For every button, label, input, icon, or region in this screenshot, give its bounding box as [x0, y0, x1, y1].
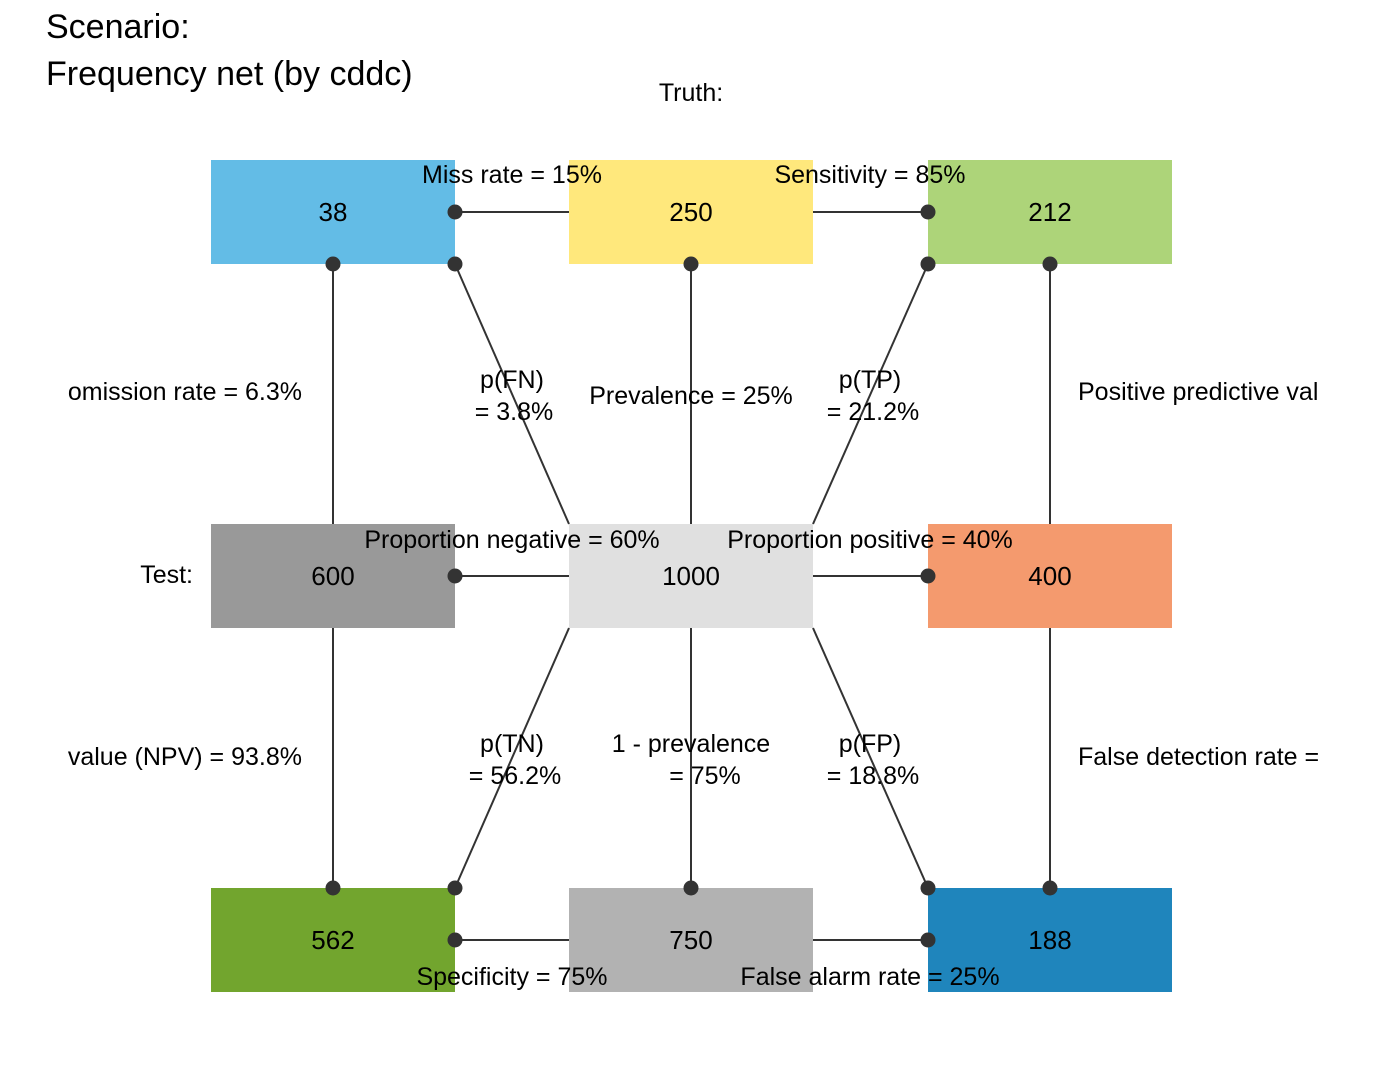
test-header: Test:	[140, 561, 193, 589]
dot	[447, 204, 463, 220]
label-sensitivity: Sensitivity = 85%	[774, 161, 965, 189]
value-condition-false: 750	[669, 925, 712, 955]
value-total: 1000	[662, 561, 720, 591]
label-p-fn-line1: p(FN)	[480, 366, 544, 394]
endpoint-dots	[325, 204, 1058, 948]
label-ppv: Positive predictive val	[1078, 378, 1318, 406]
dot	[683, 880, 699, 896]
box-total	[569, 524, 813, 628]
value-decision-negative: 600	[311, 561, 354, 591]
label-p-fp-line1: p(FP)	[839, 730, 902, 758]
dot	[683, 256, 699, 272]
dot	[325, 256, 341, 272]
box-condition-true	[569, 160, 813, 264]
dot	[920, 932, 936, 948]
connector-lines	[332, 211, 1051, 941]
label-one-minus-prevalence-line2: = 75%	[669, 762, 741, 790]
box-condition-false	[569, 888, 813, 992]
box-fp	[928, 888, 1172, 992]
dot	[1042, 880, 1058, 896]
label-proportion-positive: Proportion positive = 40%	[727, 526, 1013, 554]
label-proportion-negative: Proportion negative = 60%	[364, 526, 659, 554]
title-line-2: Frequency net (by cddc)	[46, 55, 413, 93]
label-p-fn-line2: = 3.8%	[475, 398, 554, 426]
edge-total-fn	[454, 263, 570, 525]
label-omission-rate: omission rate = 6.3%	[68, 378, 302, 406]
dot	[447, 256, 463, 272]
value-tn: 562	[311, 925, 354, 955]
dot	[1042, 256, 1058, 272]
box-tp	[928, 160, 1172, 264]
value-condition-true: 250	[669, 197, 712, 227]
box-fn	[211, 160, 455, 264]
label-p-tn-line1: p(TN)	[480, 730, 544, 758]
edge-total-tp	[812, 263, 929, 525]
label-p-tp-line1: p(TP)	[839, 366, 902, 394]
dot	[325, 880, 341, 896]
dot	[447, 880, 463, 896]
dot	[447, 932, 463, 948]
label-p-tp-line2: = 21.2%	[827, 398, 919, 426]
dot	[920, 204, 936, 220]
edge-total-fp	[812, 627, 929, 889]
edge-labels: Miss rate = 15% Sensitivity = 85% omissi…	[68, 161, 1319, 991]
label-false-alarm-rate: False alarm rate = 25%	[740, 963, 999, 991]
value-fp: 188	[1028, 925, 1071, 955]
box-decision-negative	[211, 524, 455, 628]
value-decision-positive: 400	[1028, 561, 1071, 591]
value-fn: 38	[319, 197, 348, 227]
label-one-minus-prevalence-line1: 1 - prevalence	[612, 730, 770, 758]
truth-header: Truth:	[659, 79, 723, 107]
boxes	[211, 160, 1172, 992]
label-prevalence: Prevalence = 25%	[589, 382, 793, 410]
edge-total-tn	[454, 627, 570, 889]
label-specificity: Specificity = 75%	[416, 963, 607, 991]
dot	[920, 880, 936, 896]
value-tp: 212	[1028, 197, 1071, 227]
label-miss-rate: Miss rate = 15%	[422, 161, 602, 189]
dot	[920, 568, 936, 584]
title-line-1: Scenario:	[46, 8, 190, 46]
label-npv: value (NPV) = 93.8%	[68, 743, 302, 771]
label-p-tn-line2: = 56.2%	[469, 762, 561, 790]
label-false-detection-rate: False detection rate =	[1078, 743, 1319, 771]
label-p-fp-line2: = 18.8%	[827, 762, 919, 790]
box-values: 38 250 212 600 1000 400 562 750 188	[311, 197, 1071, 955]
box-decision-positive	[928, 524, 1172, 628]
dot	[920, 256, 936, 272]
dot	[447, 568, 463, 584]
box-tn	[211, 888, 455, 992]
